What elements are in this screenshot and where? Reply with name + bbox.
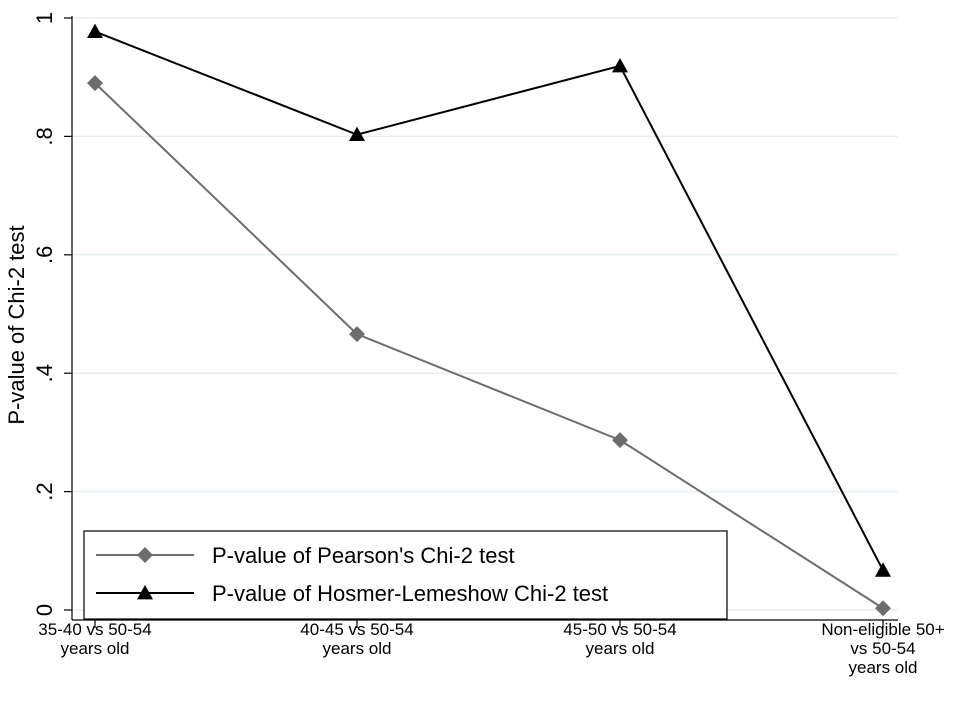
legend-label: P-value of Pearson's Chi-2 test [212,543,515,568]
data-series [87,23,891,617]
legend-marker [137,547,153,563]
legend: P-value of Pearson's Chi-2 test P-value o… [83,530,728,620]
x-tick-label: 35-40 vs 50-54 years old [38,620,151,658]
series-line [94,30,884,571]
data-point [87,75,103,92]
axes: 0 .2 .4 .6 .8 1 35-40 vs 50-54 years old 40-45 v… [32,12,945,677]
y-tick-label: .4 [32,364,57,382]
y-tick-label: 1 [32,12,57,24]
legend-marker [137,585,153,600]
series-hosmer-lemeshow [87,23,891,577]
data-point [875,562,891,577]
y-tick-label: .2 [32,482,57,500]
x-tick-label: 45-50 vs 50-54 years old [563,620,676,658]
data-point [87,23,103,39]
data-point [612,432,628,449]
series-line [94,82,884,610]
y-axis-title: P-value of Chi-2 test [4,225,29,424]
legend-label: P-value of Hosmer-Lemeshow Chi-2 test [212,581,608,606]
data-point [612,57,628,73]
y-tick-label: .6 [32,246,57,264]
y-tick-label: 0 [32,604,57,616]
x-tick-label: 40-45 vs 50-54 years old [300,620,413,658]
data-point [875,600,891,617]
y-tick-label: .8 [32,127,57,145]
data-point [349,326,365,343]
grid-lines [72,17,898,611]
legend-box [83,530,728,620]
series-pearson [87,75,891,617]
x-tick-label: Non-eligible 50+ vs 50-54 years old [821,620,944,677]
data-point [349,126,365,142]
